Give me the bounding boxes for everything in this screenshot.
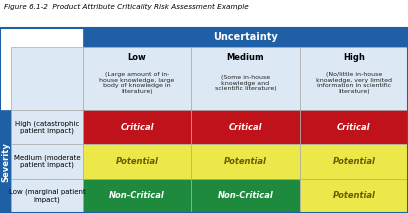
Text: Potential: Potential: [333, 157, 375, 166]
Bar: [299, 47, 408, 110]
Text: Non-Critical: Non-Critical: [217, 191, 273, 200]
Text: (No/little in-house
knowledge, very limited
information in scientific
literature: (No/little in-house knowledge, very limi…: [316, 72, 392, 94]
Text: Critical: Critical: [228, 123, 262, 132]
Text: Severity: Severity: [1, 142, 10, 181]
Text: Low (marginal patient
impact): Low (marginal patient impact): [9, 189, 86, 203]
Text: Non-Critical: Non-Critical: [109, 191, 165, 200]
Bar: [83, 144, 191, 179]
Text: Potential: Potential: [224, 157, 267, 166]
Bar: [0, 110, 11, 213]
Bar: [299, 144, 408, 179]
Text: Figure 6.1-2  Product Attribute Criticality Risk Assessment Example: Figure 6.1-2 Product Attribute Criticali…: [4, 4, 249, 10]
Bar: [11, 110, 83, 144]
Bar: [299, 110, 408, 144]
Bar: [11, 47, 83, 110]
Text: High: High: [343, 53, 365, 62]
Text: Low: Low: [128, 53, 146, 62]
Text: Critical: Critical: [120, 123, 154, 132]
Text: Medium: Medium: [226, 53, 264, 62]
Bar: [191, 110, 299, 144]
Text: Potential: Potential: [333, 191, 375, 200]
Bar: [83, 47, 191, 110]
Text: (Some in-house
knowledge and
scientific literature): (Some in-house knowledge and scientific …: [215, 75, 276, 91]
Bar: [83, 28, 408, 47]
Text: High (catastrophic
patient impact): High (catastrophic patient impact): [15, 120, 79, 134]
Bar: [191, 144, 299, 179]
Bar: [11, 144, 83, 179]
Bar: [83, 110, 191, 144]
Bar: [11, 179, 83, 213]
Text: Critical: Critical: [337, 123, 370, 132]
Text: Uncertainty: Uncertainty: [213, 32, 278, 42]
Text: Potential: Potential: [115, 157, 158, 166]
Bar: [299, 179, 408, 213]
Bar: [83, 179, 191, 213]
Bar: [191, 179, 299, 213]
Bar: [191, 47, 299, 110]
Text: (Large amount of in-
house knowledge, large
body of knowledge in
literature): (Large amount of in- house knowledge, la…: [100, 72, 175, 94]
Text: Medium (moderate
patient impact): Medium (moderate patient impact): [14, 155, 80, 168]
